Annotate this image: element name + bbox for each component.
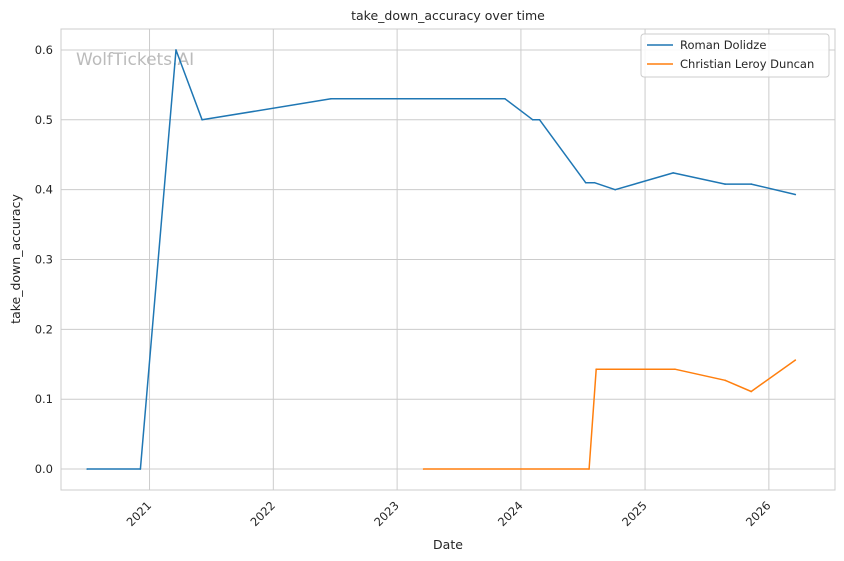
data-point-0 — [593, 181, 596, 184]
data-point-0 — [538, 119, 541, 121]
chart-title: take_down_accuracy over time — [351, 8, 545, 23]
legend-label-christian-leroy-duncan: Christian Leroy Duncan — [680, 57, 814, 71]
data-point-0 — [175, 49, 177, 51]
y-axis-label: take_down_accuracy — [8, 194, 23, 324]
x-axis-label: Date — [433, 537, 463, 552]
data-point-0 — [330, 98, 332, 100]
data-point-0 — [794, 193, 797, 196]
data-point-1 — [595, 368, 598, 370]
data-point-1 — [588, 468, 590, 470]
y-tick-label: 0.2 — [35, 322, 53, 336]
grid — [61, 29, 835, 490]
data-point-1 — [674, 368, 676, 370]
y-tick-label: 0.4 — [35, 183, 53, 197]
data-point-0 — [584, 181, 587, 184]
data-point-1 — [794, 359, 797, 361]
data-point-0 — [504, 98, 506, 100]
data-point-0 — [614, 188, 617, 191]
y-tick-label: 0.0 — [35, 462, 53, 476]
data-point-0 — [531, 119, 534, 121]
data-point-0 — [86, 468, 88, 470]
data-point-0 — [139, 468, 142, 470]
data-point-0 — [672, 172, 675, 174]
plot-frame — [60, 28, 836, 491]
legend-box — [640, 33, 830, 78]
legend: Roman Dolidze Christian Leroy Duncan — [640, 33, 830, 78]
data-point-1 — [750, 390, 753, 393]
watermark: WolfTickets.AI — [76, 50, 194, 70]
data-point-1 — [724, 379, 726, 382]
legend-label-roman-dolidze: Roman Dolidze — [680, 38, 766, 52]
y-tick-labels: 0.0 0.1 0.2 0.3 0.4 0.5 0.6 — [35, 43, 53, 476]
data-point-0 — [724, 183, 726, 185]
data-point-0 — [750, 183, 753, 185]
data-point-0 — [201, 119, 203, 121]
y-tick-label: 0.5 — [35, 113, 53, 127]
data-point-1 — [422, 468, 425, 470]
y-tick-label: 0.3 — [35, 253, 53, 267]
y-tick-label: 0.6 — [35, 43, 53, 57]
series-layer — [86, 49, 797, 470]
y-tick-label: 0.1 — [35, 392, 53, 406]
